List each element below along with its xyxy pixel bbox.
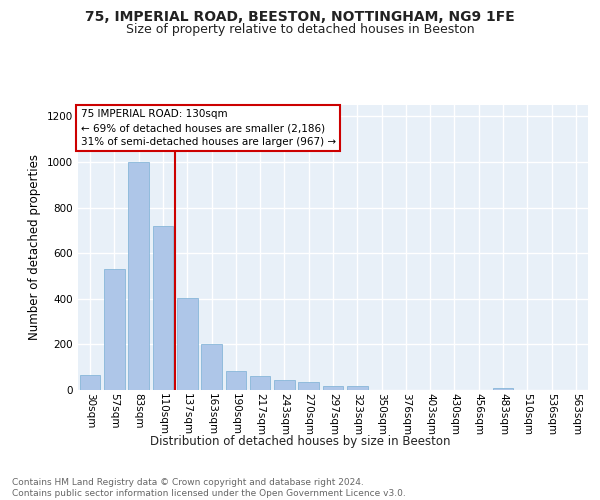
Bar [201, 344, 222, 390]
Bar [274, 380, 295, 390]
Bar [323, 386, 343, 390]
Bar [80, 375, 100, 390]
Text: Size of property relative to detached houses in Beeston: Size of property relative to detached ho… [125, 22, 475, 36]
Text: Distribution of detached houses by size in Beeston: Distribution of detached houses by size … [150, 435, 450, 448]
Bar [177, 298, 197, 390]
Y-axis label: Number of detached properties: Number of detached properties [28, 154, 41, 340]
Bar [104, 269, 125, 390]
Bar [226, 370, 246, 390]
Text: 75, IMPERIAL ROAD, BEESTON, NOTTINGHAM, NG9 1FE: 75, IMPERIAL ROAD, BEESTON, NOTTINGHAM, … [85, 10, 515, 24]
Bar [298, 382, 319, 390]
Bar [347, 386, 368, 390]
Text: 75 IMPERIAL ROAD: 130sqm
← 69% of detached houses are smaller (2,186)
31% of sem: 75 IMPERIAL ROAD: 130sqm ← 69% of detach… [80, 110, 335, 148]
Bar [493, 388, 514, 390]
Bar [128, 162, 149, 390]
Text: Contains HM Land Registry data © Crown copyright and database right 2024.
Contai: Contains HM Land Registry data © Crown c… [12, 478, 406, 498]
Bar [250, 376, 271, 390]
Bar [152, 226, 173, 390]
